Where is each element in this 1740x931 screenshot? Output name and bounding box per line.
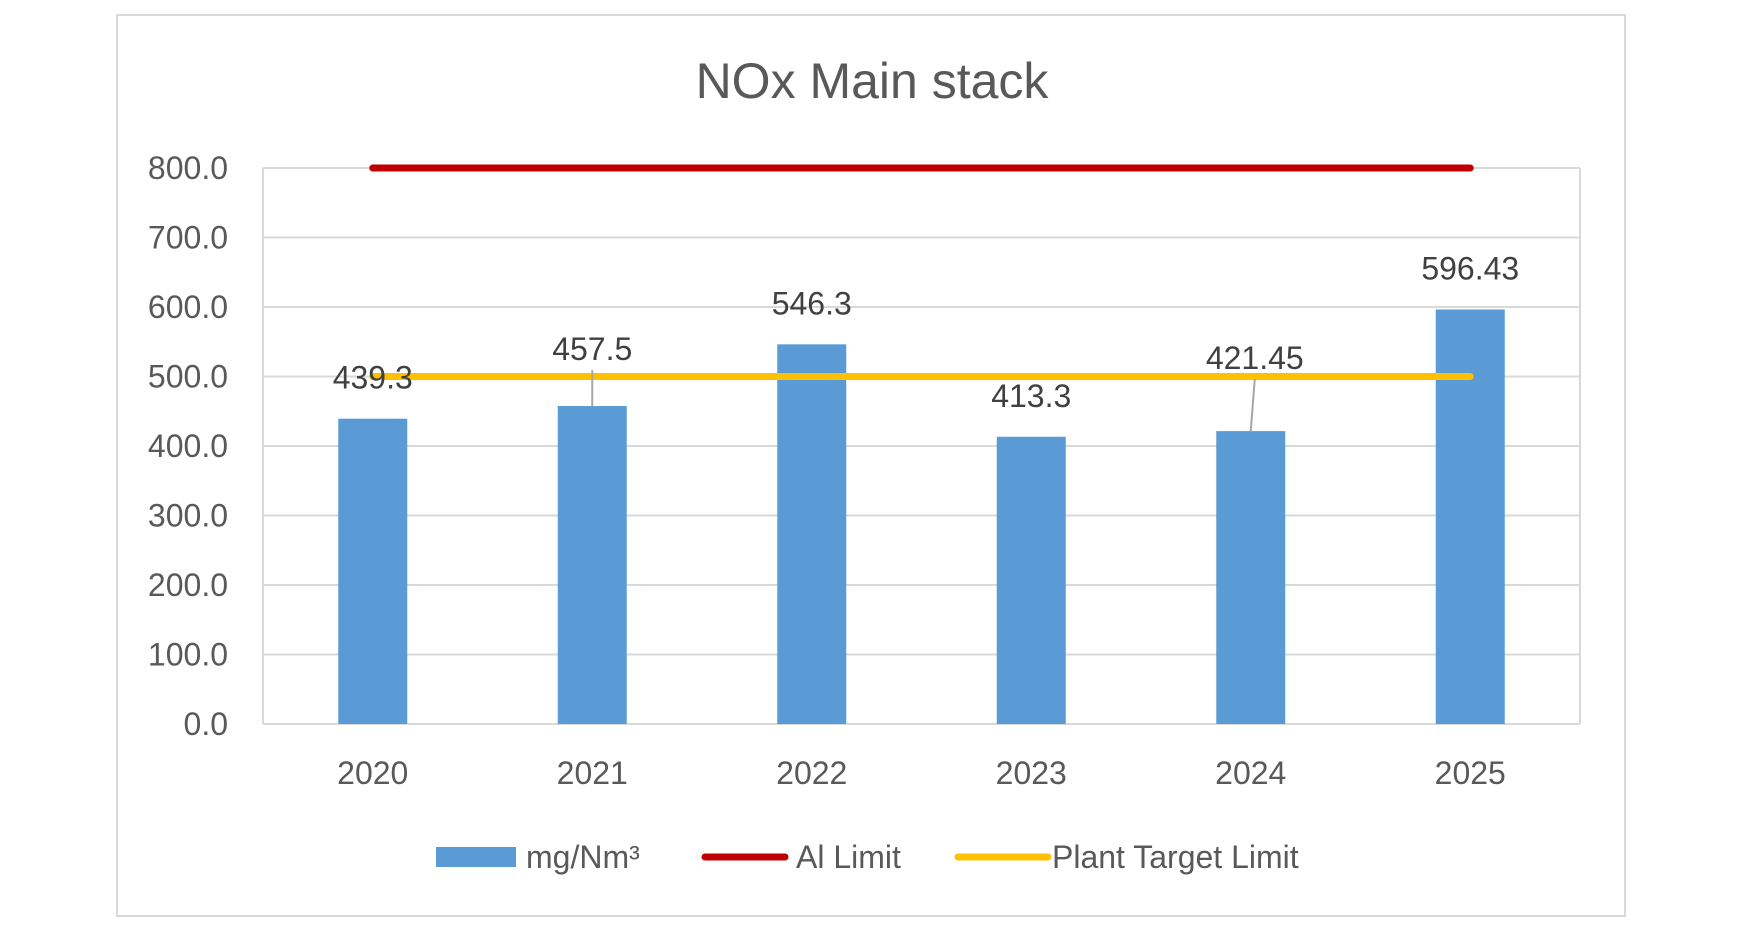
x-tick-label: 2024 bbox=[1215, 755, 1286, 791]
y-tick-label: 300.0 bbox=[148, 498, 228, 534]
y-tick-label: 400.0 bbox=[148, 428, 228, 464]
bar bbox=[557, 406, 627, 724]
legend-label: mg/Nm³ bbox=[526, 839, 640, 875]
y-tick-label: 500.0 bbox=[148, 359, 228, 395]
legend: mg/Nm³ Al Limit Plant Target Limit bbox=[436, 839, 1299, 875]
bar bbox=[1435, 309, 1505, 724]
x-tick-label: 2023 bbox=[996, 755, 1067, 791]
legend-label: Plant Target Limit bbox=[1052, 839, 1299, 875]
data-label-leader bbox=[1249, 379, 1256, 432]
y-tick-label: 100.0 bbox=[148, 637, 228, 673]
data-label: 457.5 bbox=[552, 331, 632, 367]
y-tick-label: 200.0 bbox=[148, 567, 228, 603]
x-tick-label: 2022 bbox=[776, 755, 847, 791]
legend-label: Al Limit bbox=[796, 839, 901, 875]
x-tick-label: 2020 bbox=[337, 755, 408, 791]
x-tick-label: 2021 bbox=[557, 755, 628, 791]
bar bbox=[338, 418, 408, 724]
legend-swatch-bar bbox=[436, 847, 516, 867]
data-label: 413.3 bbox=[991, 378, 1071, 414]
grid-layer bbox=[262, 167, 1581, 725]
y-tick-label: 700.0 bbox=[148, 220, 228, 256]
y-tick-label: 600.0 bbox=[148, 289, 228, 325]
bars-layer bbox=[338, 309, 1505, 724]
data-labels-layer: 439.3 457.5 546.3 413.3 421.45 596.43 bbox=[333, 250, 1519, 432]
y-tick-label: 0.0 bbox=[184, 706, 228, 742]
chart-title: NOx Main stack bbox=[696, 53, 1050, 109]
lines-layer bbox=[369, 164, 1474, 380]
data-label: 546.3 bbox=[772, 285, 852, 321]
bar bbox=[1216, 431, 1286, 724]
data-label: 439.3 bbox=[333, 360, 413, 396]
x-tick-label: 2025 bbox=[1435, 755, 1506, 791]
data-label: 421.45 bbox=[1206, 340, 1304, 376]
y-axis-ticks: 0.0 100.0 200.0 300.0 400.0 500.0 600.0 700.0 80… bbox=[148, 150, 228, 742]
y-tick-label: 800.0 bbox=[148, 150, 228, 186]
data-label: 596.43 bbox=[1421, 250, 1519, 286]
bar bbox=[996, 436, 1066, 724]
bar bbox=[777, 344, 847, 724]
x-axis-ticks: 2020 2021 2022 2023 2024 2025 bbox=[337, 755, 1506, 791]
